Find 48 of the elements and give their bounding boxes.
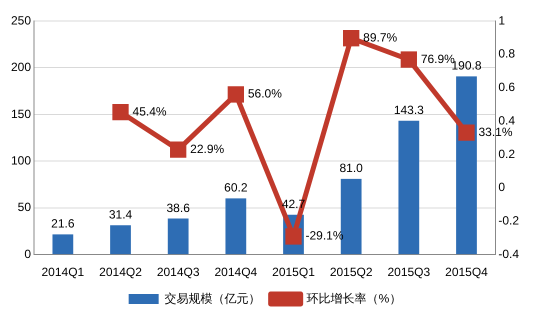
- x-tick-label: 2014Q1: [42, 265, 85, 280]
- y2-tick-label: -0.4: [498, 246, 520, 261]
- y2-tick-label: 0.4: [498, 113, 516, 128]
- y2-tick-label: 0.2: [498, 146, 516, 161]
- data-label: 22.9%: [190, 142, 225, 156]
- point: [112, 104, 129, 120]
- legend-label: 环比增长率（%）: [306, 291, 402, 306]
- data-label: 38.6: [166, 200, 190, 215]
- bar: [398, 120, 420, 254]
- point: [458, 124, 475, 141]
- y2-tick-label: 1: [498, 13, 506, 28]
- y-tick-label: 50: [18, 200, 32, 214]
- data-label: 21.6: [51, 216, 75, 231]
- bar: [225, 198, 246, 254]
- data-label: 81.0: [339, 161, 364, 176]
- data-label: 89.7%: [363, 30, 398, 44]
- data-label: 76.9%: [420, 52, 456, 66]
- data-label: 143.3: [394, 103, 424, 118]
- x-tick-label: 2015Q4: [445, 265, 488, 280]
- x-tick-label: 2015Q3: [387, 265, 431, 280]
- data-label: 33.1%: [478, 124, 513, 139]
- y-tick-label: 100: [10, 153, 32, 168]
- x-tick-label: 2015Q1: [272, 265, 316, 280]
- x-tick-label: 2014Q3: [156, 265, 200, 280]
- bar: [110, 225, 131, 254]
- bar: [456, 76, 477, 254]
- x-tick-label: 2015Q2: [330, 265, 373, 280]
- y-tick-label: 150: [10, 106, 32, 121]
- point: [343, 30, 360, 46]
- y2-tick-label: 0: [498, 180, 506, 194]
- y2-tick-label: 0.6: [498, 80, 516, 94]
- x-tick-label: 2014Q4: [214, 265, 258, 280]
- bar: [168, 218, 189, 254]
- y2-tick-label: -0.2: [498, 214, 520, 228]
- point: [400, 51, 417, 68]
- bar: [52, 234, 74, 254]
- y2-tick-label: 0.8: [498, 46, 516, 61]
- y-tick-label: 250: [10, 13, 32, 28]
- data-label: 31.4: [108, 208, 133, 222]
- point: [228, 86, 244, 103]
- y-tick-label: 0: [24, 246, 32, 261]
- data-label: 45.4%: [132, 104, 167, 118]
- y-tick-label: 200: [10, 60, 32, 74]
- data-label: 60.2: [224, 180, 248, 195]
- x-tick-label: 2014Q2: [99, 265, 142, 280]
- legend-label: 交易规模（亿元）: [164, 291, 261, 306]
- point: [170, 141, 186, 158]
- data-label: 56.0%: [248, 86, 282, 101]
